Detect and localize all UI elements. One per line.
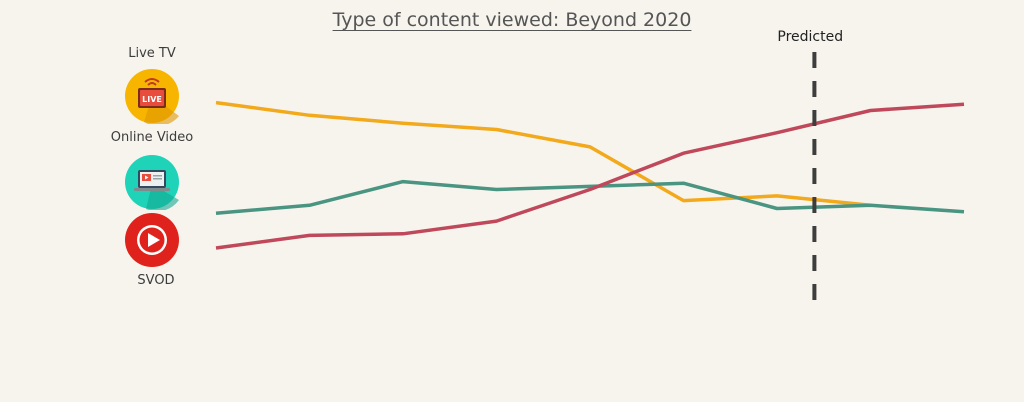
predicted-label: Predicted [777, 29, 844, 45]
legend-label-live-tv: Live TV [128, 46, 176, 61]
series-line-live-tv [215, 100, 871, 208]
svg-text:LIVE: LIVE [142, 95, 162, 104]
legend-label-svod: SVOD [137, 273, 175, 288]
live-tv-icon: LIVE [124, 68, 180, 128]
series-line-svod [215, 102, 965, 250]
chart-title: Type of content viewed: Beyond 2020 [332, 9, 692, 31]
series-line-online-video [215, 179, 965, 215]
laptop-video-icon [124, 154, 180, 214]
legend-label-online-video: Online Video [110, 130, 194, 145]
play-button-icon [124, 212, 180, 272]
